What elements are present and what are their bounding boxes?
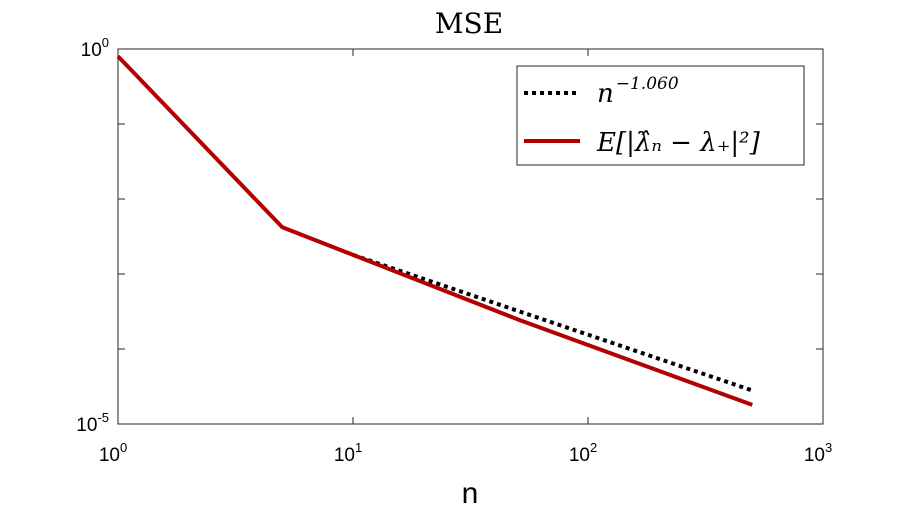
series-line-mse bbox=[116, 54, 753, 407]
y-tick-label: 100 bbox=[81, 35, 109, 61]
legend-power-law-base: n bbox=[597, 79, 614, 109]
series-lines bbox=[116, 54, 753, 407]
legend-label-power-law: n −1.060 bbox=[597, 74, 679, 109]
x-axis-label: n bbox=[462, 477, 479, 510]
chart-title: MSE bbox=[435, 7, 503, 40]
legend-label-mse: E[|λ̂ₙ − λ₊|²] bbox=[596, 128, 761, 158]
tick-labels: 100 101 102 103 10-5 100 bbox=[76, 35, 832, 466]
x-tick-label: 102 bbox=[569, 440, 597, 466]
legend: n −1.060 E[|λ̂ₙ − λ₊|²] bbox=[516, 65, 805, 166]
y-tick-label: 10-5 bbox=[76, 410, 109, 436]
x-tick-label: 100 bbox=[99, 440, 127, 466]
legend-box bbox=[516, 65, 805, 166]
x-tick-label: 103 bbox=[804, 440, 832, 466]
axis-ticks bbox=[117, 48, 824, 425]
legend-power-law-exponent: −1.060 bbox=[616, 74, 679, 94]
x-tick-label: 101 bbox=[334, 440, 362, 466]
series-line-power-law bbox=[352, 253, 753, 393]
